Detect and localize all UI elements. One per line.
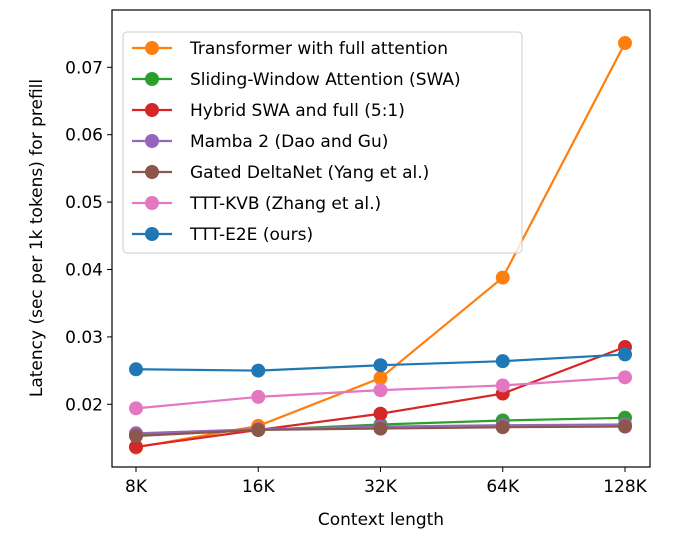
- legend-label: Transformer with full attention: [189, 39, 448, 59]
- legend-marker: [145, 165, 159, 179]
- y-tick-label: 0.07: [65, 58, 103, 78]
- x-tick-label: 32K: [364, 477, 398, 497]
- x-tick-label: 64K: [486, 477, 520, 497]
- legend-marker: [145, 134, 159, 148]
- y-tick-label: 0.02: [65, 395, 103, 415]
- data-point: [373, 358, 388, 373]
- data-point: [373, 406, 388, 421]
- legend-label: TTT-KVB (Zhang et al.): [189, 194, 381, 214]
- data-point: [129, 401, 143, 416]
- legend-box: [122, 31, 523, 254]
- data-point: [129, 428, 143, 443]
- data-point: [251, 422, 266, 437]
- data-point: [373, 421, 388, 436]
- x-tick-label: 128K: [603, 477, 647, 497]
- legend-marker: [145, 196, 159, 210]
- series-layer: [129, 36, 632, 455]
- ticks-layer: 8K 16K 32K 64K 128K 0.02 0.03 0.04 0.05 0.06 0.07: [65, 58, 648, 497]
- x-axis-label: Context length: [318, 510, 444, 530]
- legend-label: Hybrid SWA and full (5:1): [190, 101, 405, 121]
- legend-marker: [145, 72, 159, 86]
- y-tick-label: 0.06: [65, 126, 103, 146]
- data-point: [495, 420, 510, 435]
- data-point: [495, 354, 510, 369]
- x-tick-label: 16K: [242, 477, 276, 497]
- data-point: [495, 378, 510, 393]
- legend-label: Mamba 2 (Dao and Gu): [190, 132, 388, 152]
- y-tick-label: 0.05: [65, 193, 103, 213]
- y-tick-label: 0.03: [65, 328, 103, 348]
- data-point: [618, 419, 632, 434]
- legend-label: TTT-E2E (ours): [189, 225, 313, 245]
- series-ttt-kvb-zhang-et-al-: [129, 370, 632, 416]
- data-point: [495, 270, 510, 285]
- legend-label: Sliding-Window Attention (SWA): [190, 70, 461, 90]
- y-tick-label: 0.04: [65, 261, 103, 281]
- series-gated-deltanet-yang-et-al-: [129, 419, 632, 443]
- legend-marker: [145, 41, 159, 55]
- data-point: [251, 363, 266, 378]
- legend-marker: [145, 227, 159, 241]
- data-point: [373, 383, 388, 398]
- data-point: [618, 370, 632, 385]
- data-point: [129, 439, 143, 454]
- data-point: [251, 389, 266, 404]
- legend-label: Gated DeltaNet (Yang et al.): [190, 163, 429, 183]
- x-tick-label: 8K: [125, 477, 148, 497]
- series-ttt-e2e-ours-: [129, 347, 632, 378]
- y-axis-label: Latency (sec per 1k tokens) for prefill: [27, 79, 47, 397]
- data-point: [618, 347, 632, 362]
- legend-marker: [145, 103, 159, 117]
- data-point: [373, 371, 388, 386]
- data-point: [618, 36, 632, 51]
- legend: Transformer with full attention Sliding-W…: [122, 31, 523, 254]
- data-point: [129, 362, 143, 377]
